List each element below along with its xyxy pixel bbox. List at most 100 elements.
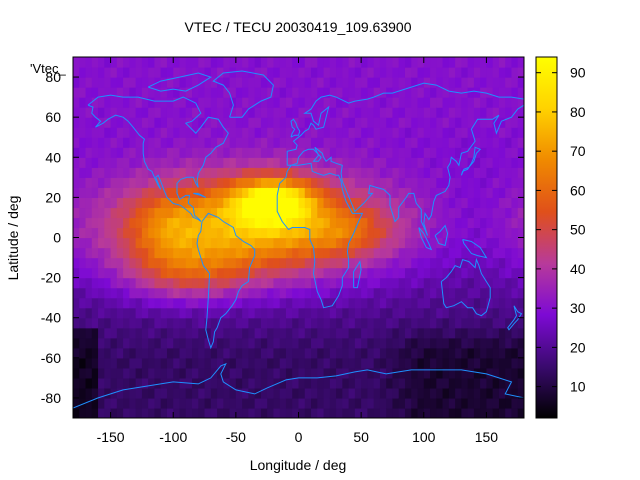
heatmap-cell [323, 127, 331, 138]
heatmap-cell [160, 97, 168, 108]
heatmap-cell [173, 287, 181, 299]
heatmap-cell [417, 367, 425, 379]
heatmap-cell [229, 117, 237, 128]
heatmap-cell [73, 67, 80, 78]
heatmap-cell [517, 167, 524, 178]
heatmap-cell [304, 117, 312, 128]
heatmap-cell [298, 187, 306, 198]
heatmap-cell [248, 127, 256, 138]
heatmap-cell [492, 307, 500, 319]
heatmap-cell [298, 387, 306, 399]
heatmap-cell [129, 97, 137, 108]
heatmap-cell [98, 107, 105, 118]
heatmap-cell [461, 307, 469, 319]
heatmap-cell [79, 277, 87, 289]
heatmap-cell [423, 147, 431, 158]
heatmap-cell [98, 257, 105, 269]
heatmap-cell [185, 307, 193, 319]
heatmap-cell [104, 167, 112, 178]
heatmap-cell [267, 107, 275, 118]
heatmap-cell [342, 97, 350, 108]
heatmap-cell [398, 107, 406, 118]
heatmap-cell [148, 57, 156, 68]
heatmap-cell [348, 407, 356, 418]
heatmap-cell [448, 347, 456, 359]
heatmap-cell [505, 77, 513, 88]
heatmap-cell [279, 337, 287, 349]
heatmap-cell [505, 207, 513, 219]
heatmap-cell [448, 407, 456, 418]
heatmap-cell [317, 57, 325, 68]
heatmap-cell [210, 387, 218, 399]
heatmap-cell [116, 407, 124, 418]
heatmap-cell [373, 347, 381, 359]
heatmap-cell [473, 107, 481, 118]
heatmap-cell [166, 337, 174, 349]
heatmap-cell [129, 357, 137, 369]
heatmap-cell [285, 167, 293, 178]
heatmap-cell [242, 207, 249, 219]
heatmap-cell [154, 97, 162, 108]
heatmap-cell [411, 137, 419, 148]
heatmap-cell [273, 407, 281, 418]
heatmap-cell [511, 87, 519, 98]
heatmap-cell [498, 147, 506, 158]
heatmap-cell [373, 357, 381, 369]
heatmap-cell [311, 137, 318, 148]
heatmap-cell [235, 347, 243, 359]
heatmap-cell [298, 207, 306, 219]
heatmap-cell [361, 127, 368, 138]
heatmap-cell [329, 327, 337, 339]
heatmap-cell [104, 187, 112, 198]
heatmap-cell [73, 247, 80, 259]
heatmap-cell [361, 77, 368, 88]
heatmap-cell [304, 207, 312, 219]
heatmap-cell [98, 387, 105, 399]
heatmap-cell [298, 137, 306, 148]
heatmap-cell [192, 197, 199, 209]
heatmap-cell [135, 237, 143, 249]
heatmap-cell [511, 147, 519, 158]
heatmap-cell [73, 147, 80, 158]
coastline [440, 257, 491, 317]
heatmap-cell [404, 327, 412, 339]
heatmap-cell [423, 377, 431, 389]
heatmap-cell [104, 397, 112, 409]
heatmap-cell [404, 87, 412, 98]
heatmap-cell [285, 177, 293, 188]
heatmap-cell [229, 387, 237, 399]
heatmap-cell [273, 397, 281, 409]
heatmap-cell [311, 87, 318, 98]
heatmap-cell [229, 307, 237, 319]
heatmap-cell [91, 177, 99, 188]
heatmap-cell [217, 307, 224, 319]
heatmap-cell [417, 227, 425, 239]
heatmap-cell [423, 77, 431, 88]
heatmap-cell [373, 267, 381, 279]
heatmap-cell [455, 337, 462, 349]
heatmap-cell [517, 137, 524, 148]
heatmap-cell [392, 157, 400, 168]
heatmap-cell [317, 337, 325, 349]
heatmap-cell [373, 107, 381, 118]
heatmap-cell [123, 87, 130, 98]
heatmap-cell [73, 107, 80, 118]
heatmap-cell [298, 247, 306, 259]
heatmap-cell [480, 97, 488, 108]
heatmap-cell [116, 107, 124, 118]
heatmap-cell [285, 207, 293, 219]
heatmap-cell [298, 197, 306, 209]
heatmap-cell [235, 377, 243, 389]
heatmap-cell [192, 267, 199, 279]
heatmap-cell [448, 137, 456, 148]
heatmap-cell [455, 217, 462, 229]
heatmap-cell [254, 397, 262, 409]
heatmap-cell [448, 287, 456, 299]
heatmap-cell [292, 147, 300, 158]
heatmap-cell [392, 237, 400, 249]
heatmap-cell [486, 117, 494, 128]
heatmap-cell [210, 397, 218, 409]
heatmap-cell [192, 167, 199, 178]
heatmap-cell [329, 67, 337, 78]
heatmap-cell [386, 137, 394, 148]
